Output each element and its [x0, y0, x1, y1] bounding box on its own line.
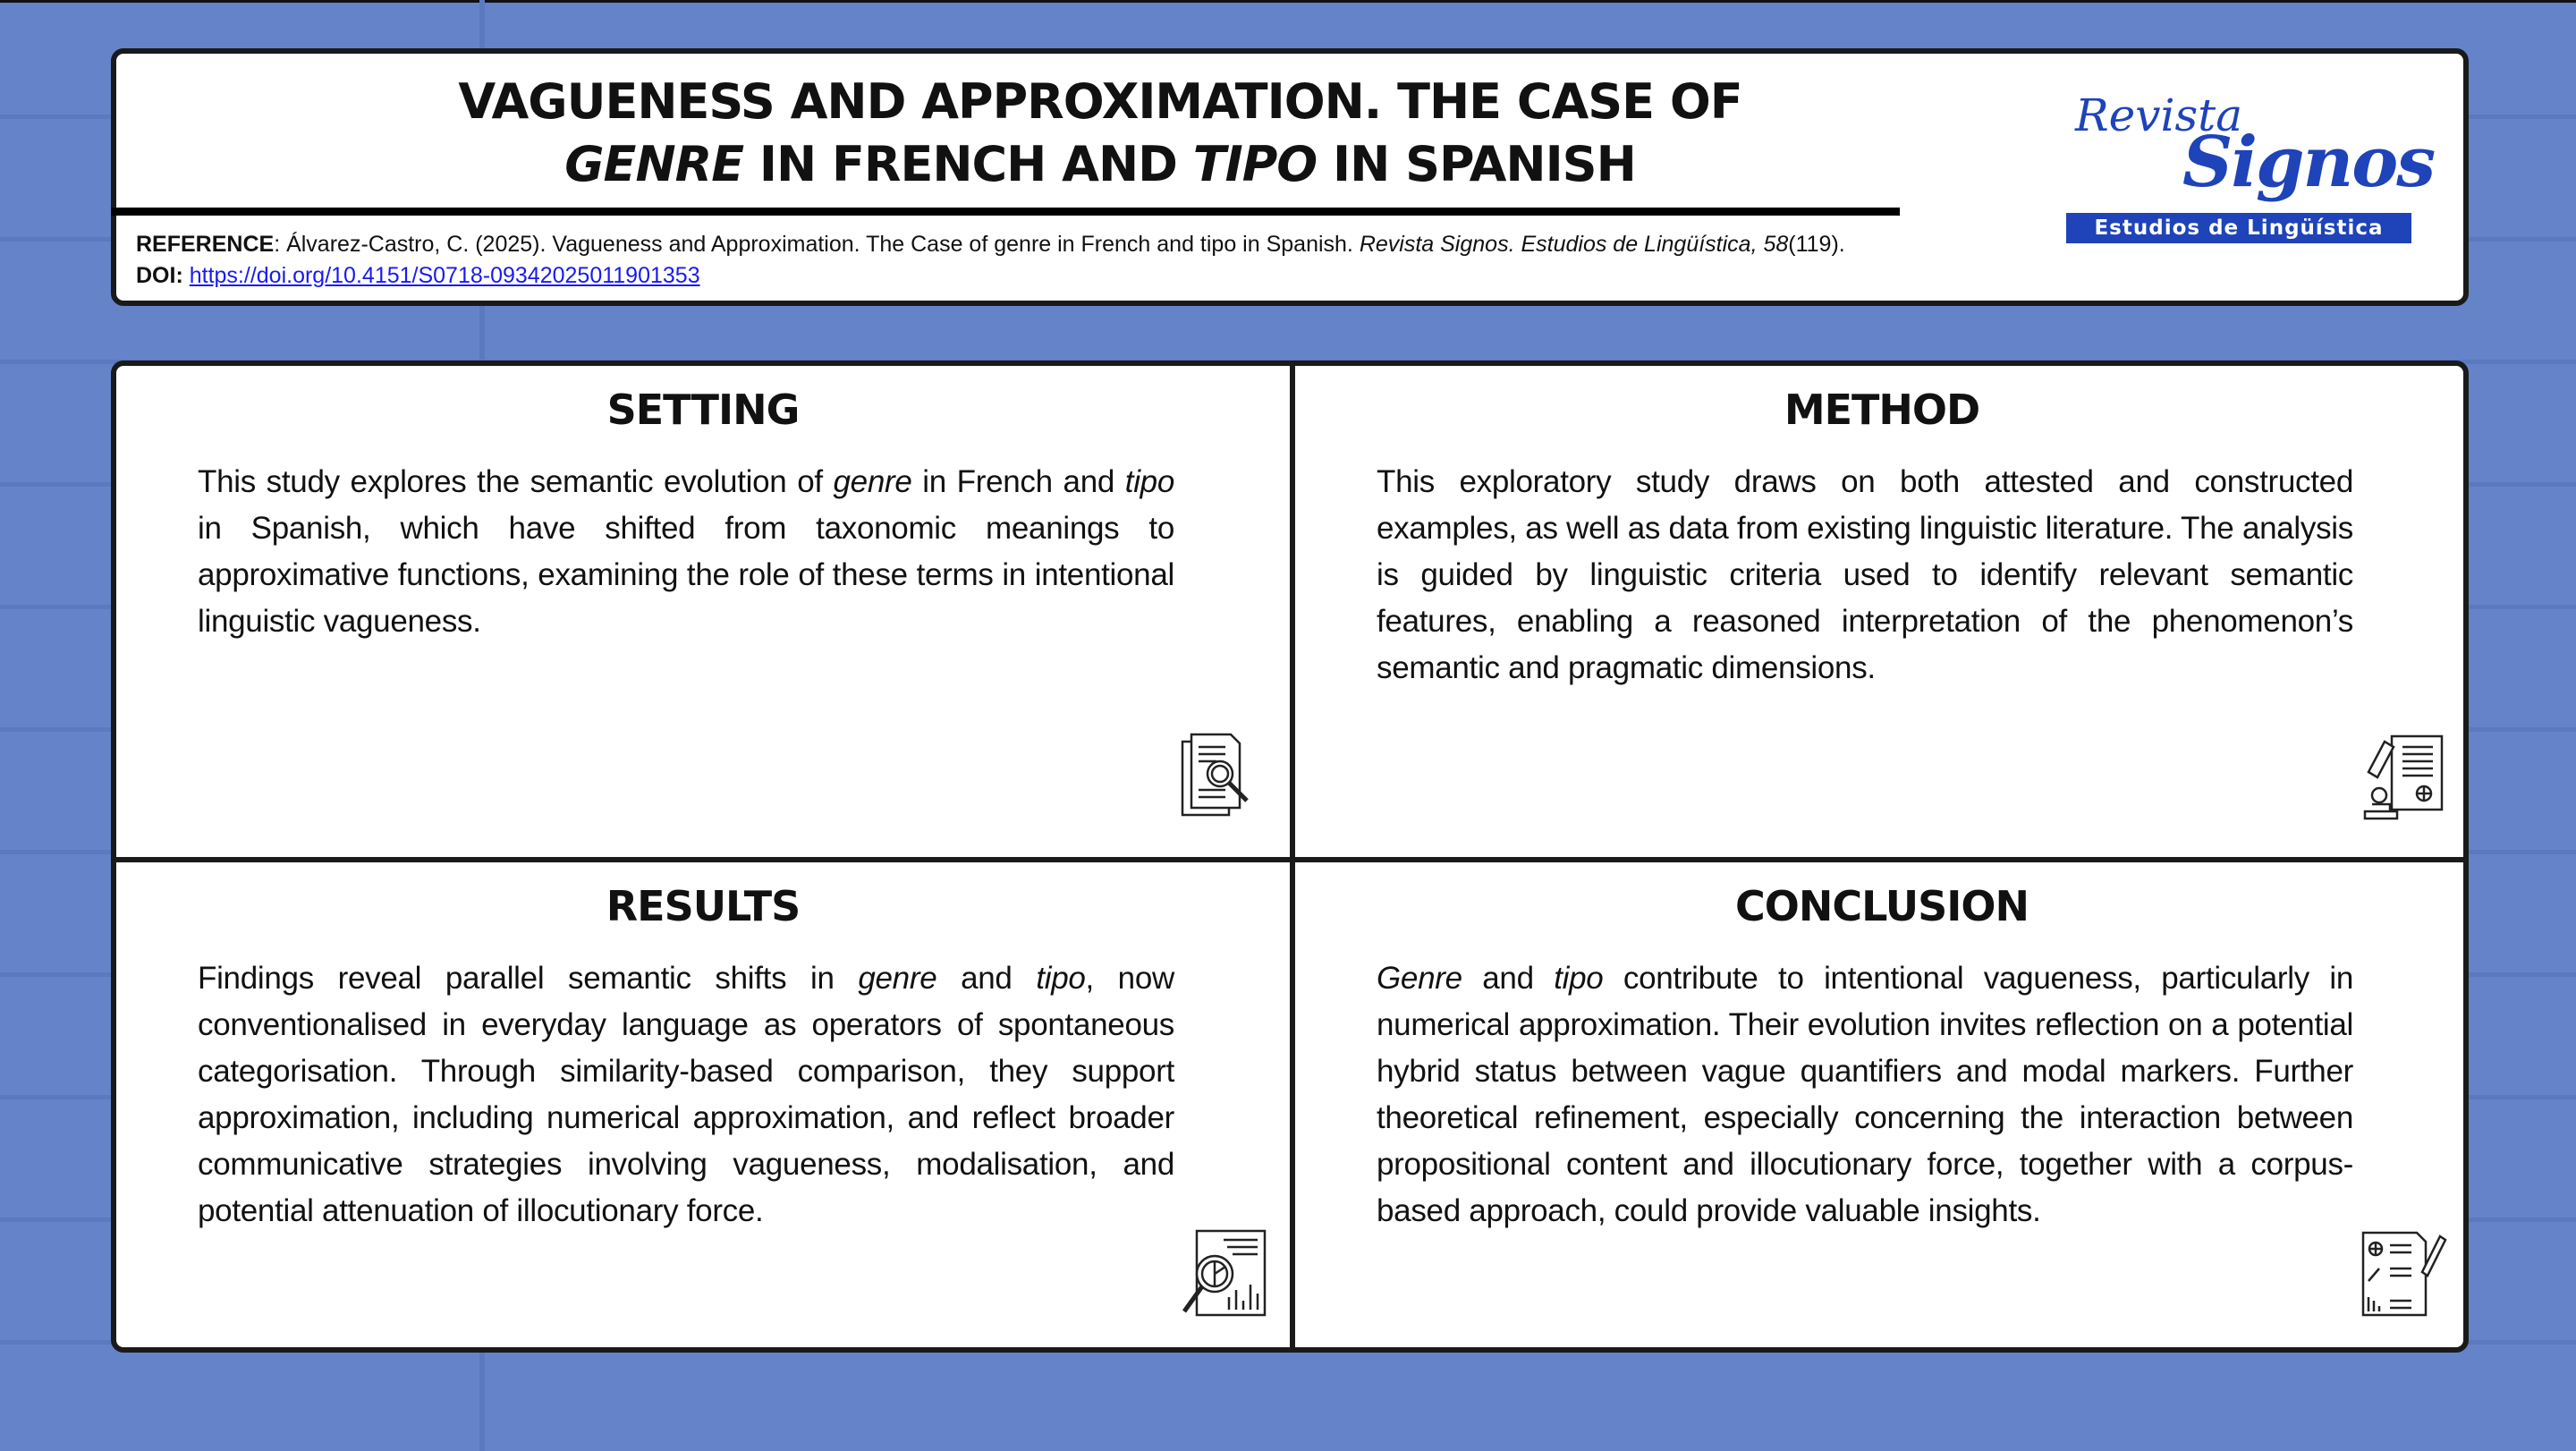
- body-segment: contribute to intentional vagueness, par…: [1377, 961, 2353, 1228]
- body-segment: in Spanish, which have shifted from taxo…: [198, 511, 1174, 639]
- report-pencil-icon: [2361, 1231, 2447, 1317]
- body-segment: Genre: [1377, 961, 1462, 996]
- body-segment: in French and: [911, 464, 1125, 499]
- top-edge: [0, 0, 2576, 3]
- title-segment: GENRE: [564, 136, 744, 192]
- body-segment: tipo: [1554, 961, 1604, 996]
- reference: REFERENCE: Álvarez-Castro, C. (2025). Va…: [136, 229, 1845, 292]
- panel-body: Findings reveal parallel semantic shifts…: [198, 955, 1174, 1235]
- title-segment: IN FRENCH AND: [743, 136, 1193, 192]
- panel-title: METHOD: [1784, 386, 1980, 434]
- panel-conclusion: CONCLUSION Genre and tipo contribute to …: [1295, 862, 2469, 1354]
- logo-band: Estudios de Lingüística: [2066, 213, 2411, 243]
- logo-signos: Signos: [2182, 122, 2436, 203]
- title-line-1: VAGUENESS AND APPROXIMATION. THE CASE OF: [458, 73, 1742, 130]
- panel-results: RESULTS Findings reveal parallel semanti…: [116, 862, 1290, 1354]
- panel-title: RESULTS: [606, 882, 801, 930]
- body-segment: This exploratory study draws on both att…: [1377, 464, 2353, 685]
- panel-body: This exploratory study draws on both att…: [1377, 459, 2353, 692]
- title-underline: [111, 208, 1900, 216]
- chart-analysis-icon: [1182, 1229, 1267, 1317]
- body-segment: and: [1462, 961, 1555, 996]
- reference-label: REFERENCE: [136, 232, 275, 257]
- title-segment: IN SPANISH: [1317, 136, 1637, 192]
- microscope-document-icon: [2363, 734, 2444, 820]
- panel-setting: SETTING This study explores the semantic…: [116, 366, 1290, 858]
- title-line-2: GENRE IN FRENCH AND TIPO IN SPANISH: [116, 136, 2084, 193]
- body-segment: tipo: [1124, 464, 1175, 499]
- panel-title: CONCLUSION: [1735, 882, 2029, 930]
- horizontal-divider: [111, 857, 2469, 862]
- panel-title: SETTING: [606, 386, 801, 434]
- panel-body: This study explores the semantic evoluti…: [198, 459, 1174, 645]
- reference-issue: (119).: [1788, 232, 1845, 257]
- logo-revista: Revista: [2075, 89, 2243, 141]
- reference-journal: Revista Signos. Estudios de Lingüística,…: [1359, 232, 1789, 257]
- journal-logo: Revista Signos Estudios de Lingüística: [2066, 89, 2436, 250]
- title-segment: TIPO: [1192, 136, 1318, 192]
- body-segment: and: [936, 961, 1037, 996]
- body-segment: genre: [858, 961, 937, 996]
- body-segment: , now conventionalised in everyday langu…: [198, 961, 1174, 1228]
- panel-method: METHOD This exploratory study draws on b…: [1295, 366, 2469, 858]
- body-segment: This study explores the semantic evoluti…: [198, 464, 834, 499]
- vertical-divider: [1290, 361, 1295, 1353]
- header-card: VAGUENESS AND APPROXIMATION. THE CASE OF…: [111, 48, 2469, 306]
- body-segment: tipo: [1036, 961, 1086, 996]
- reference-text: : Álvarez-Castro, C. (2025). Vagueness a…: [274, 232, 1360, 257]
- document-search-icon: [1181, 733, 1249, 817]
- body-segment: Findings reveal parallel semantic shifts…: [198, 961, 859, 996]
- doi-label: DOI:: [136, 263, 183, 288]
- panel-body: Genre and tipo contribute to intentional…: [1377, 955, 2353, 1235]
- summary-grid: SETTING This study explores the semantic…: [111, 361, 2469, 1353]
- body-segment: genre: [833, 464, 912, 499]
- doi-link[interactable]: https://doi.org/10.4151/S0718-0934202501…: [189, 263, 700, 288]
